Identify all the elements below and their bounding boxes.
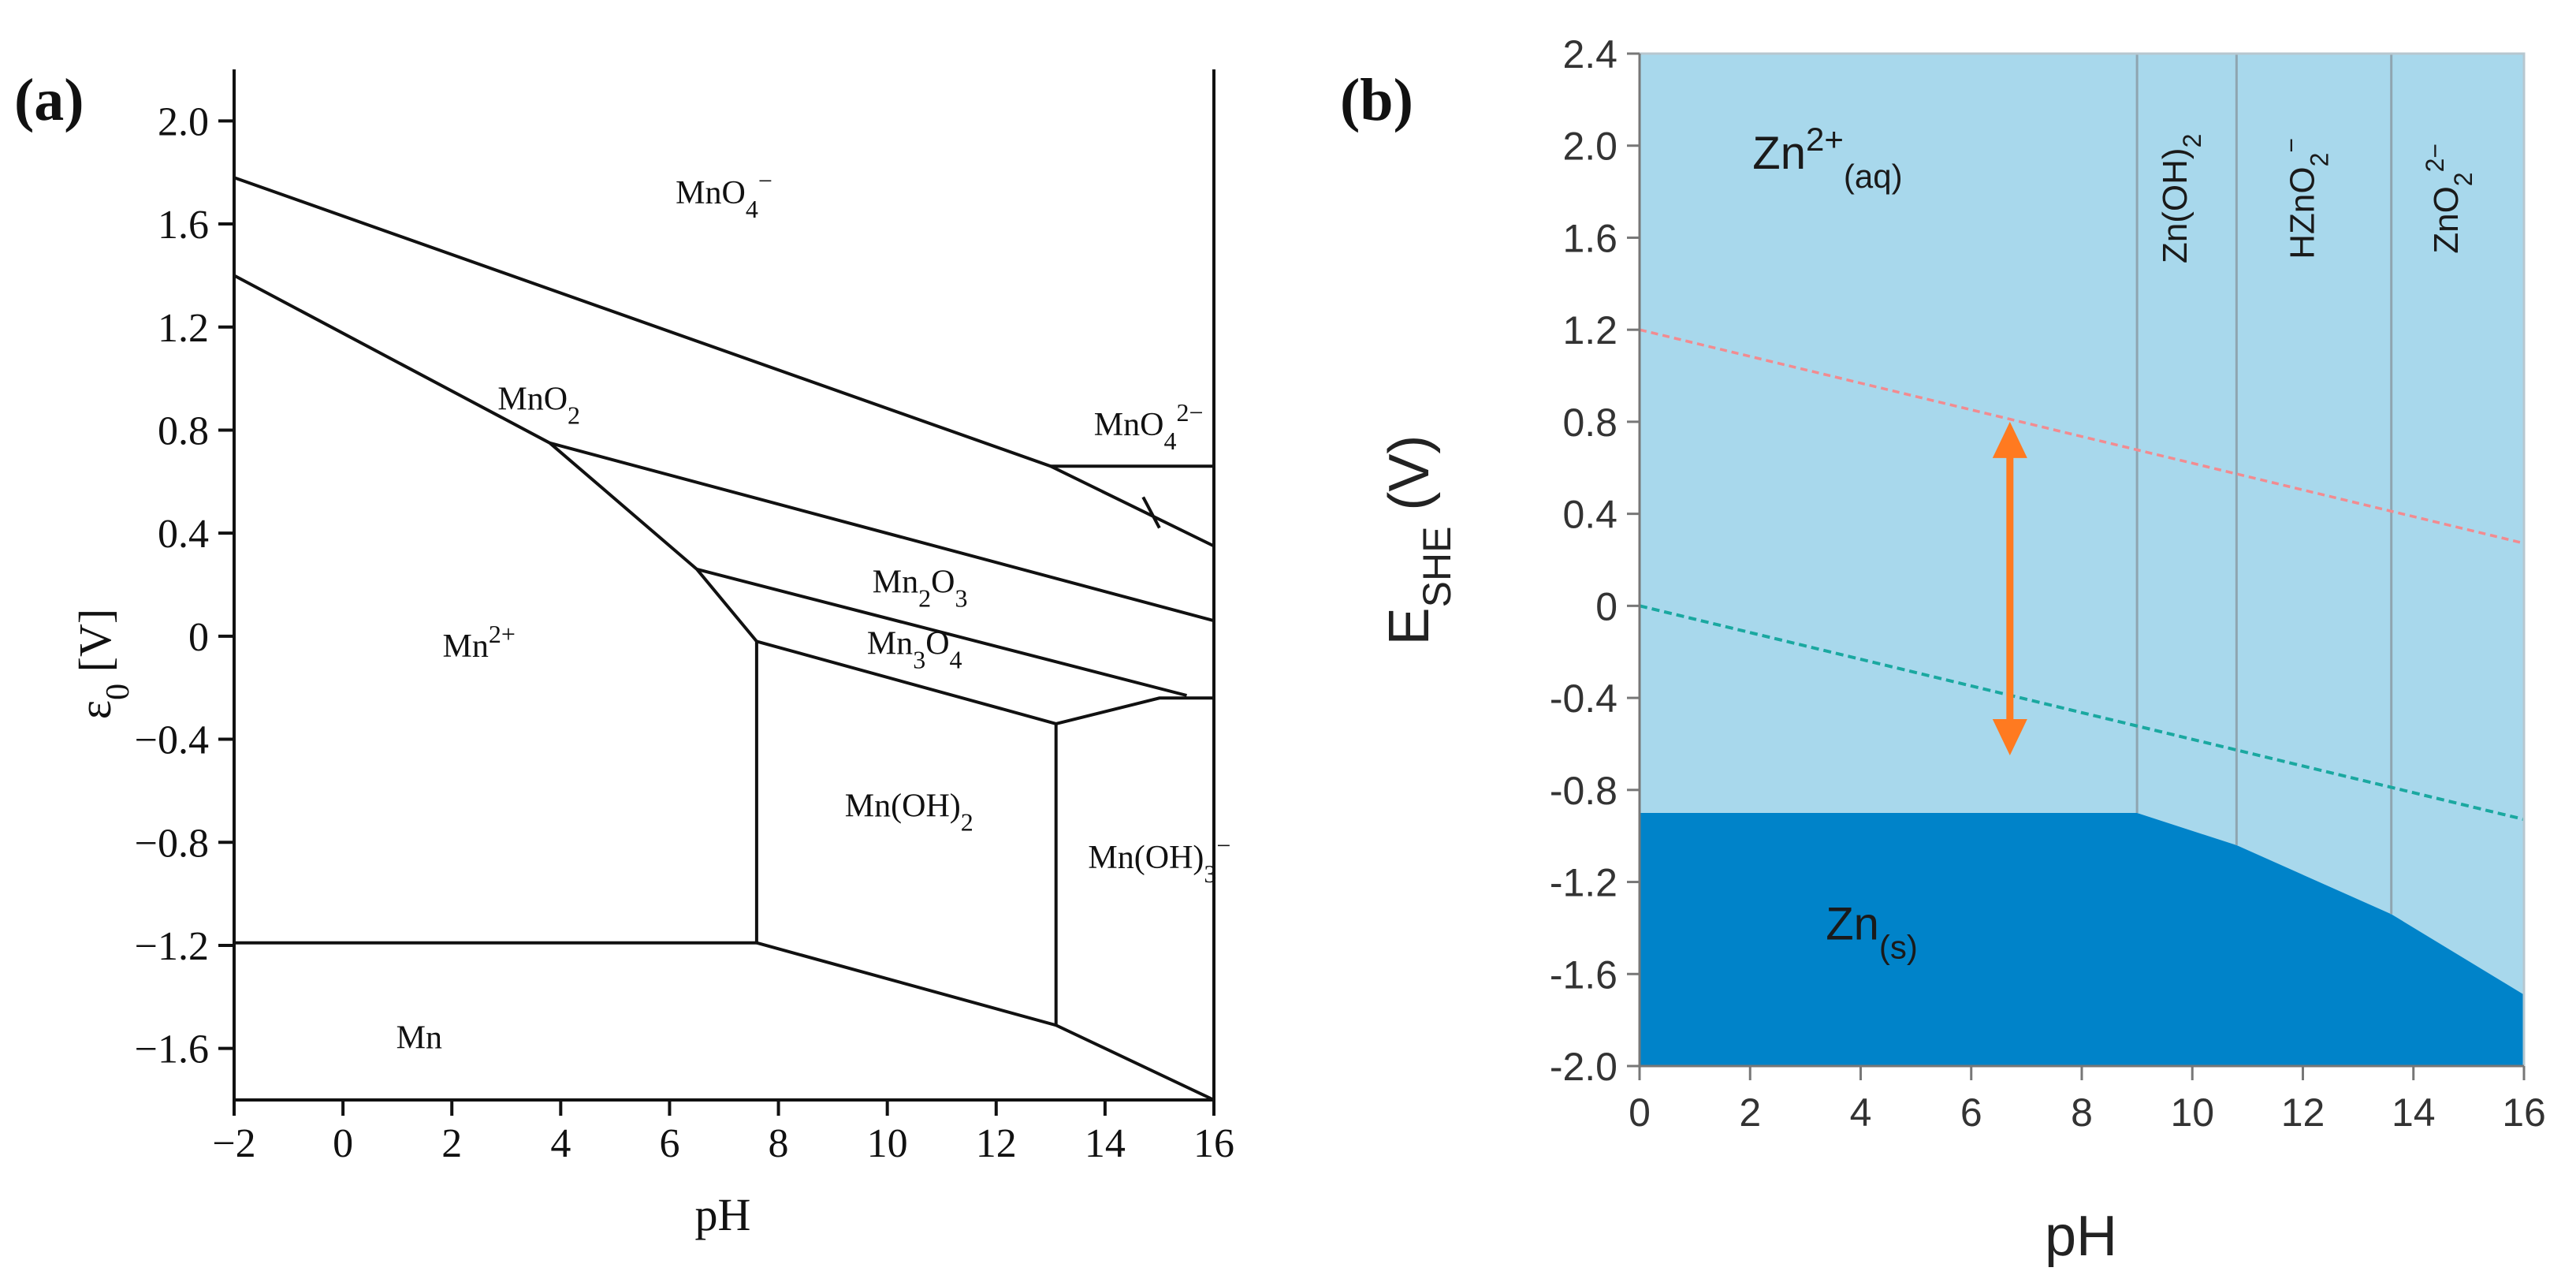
region-label: Mn3O4 [867,626,962,674]
y-tick-label: 0.8 [158,408,209,453]
species-label: Zn(OH)2 [2156,134,2206,263]
region-label: MnO2 [497,381,580,429]
y-tick-label: -2.0 [1550,1045,1617,1089]
hydrogen-evolution-line [1639,604,2525,822]
panel-b-x-axis-label: pH [2045,1205,2117,1268]
y-tick-label: 0.4 [158,512,209,557]
y-tick-label: 1.2 [1562,308,1617,352]
panel-a-boundary-lines [233,176,1215,1102]
y-tick-label: 1.2 [158,306,209,351]
y-tick-label: 2.0 [1562,125,1617,169]
species-label: HZnO2− [2277,138,2334,259]
x-tick-label: 4 [550,1121,571,1166]
x-tick-label: 16 [1193,1121,1234,1166]
panel-b-axes: 0 2 4 6 8 10 12 14 16 2.4 2.0 1.6 1.2 0.8 0.4 0 -0.4 -0.8… [1550,32,2546,1135]
panel-a-axes: −2 0 2 4 6 8 10 12 14 16 2.0 1.6 1.2 0.8 0.4 0 −0.4 −0.8 −… [135,69,1234,1166]
region-label: Mn(OH)3− [1088,831,1230,888]
panel-b-pourbaix-zn: (b) 0 2 4 6 8 10 12 14 16 2.4 2.0 1.6 1.2 0.8 0.4 0 -0.4… [1340,32,2546,1268]
x-tick-label: 16 [2502,1090,2546,1135]
boundary-line [696,567,1187,697]
x-tick-label: 14 [2392,1090,2436,1135]
y-tick-label: −1.2 [135,924,209,969]
panel-b-species-labels: Zn2+(aq) Zn(OH)2 HZnO2− ZnO22− Zn(s) [1752,120,2477,965]
x-tick-label: 6 [1960,1090,1982,1135]
x-tick-label: 10 [2170,1090,2214,1135]
region-label: Mn2+ [443,620,516,665]
x-tick-label: 6 [659,1121,679,1166]
y-tick-label: -1.6 [1550,953,1617,997]
x-tick-label: 8 [769,1121,789,1166]
oxygen-evolution-line [1639,328,2525,545]
y-tick-label: 1.6 [1562,216,1617,260]
species-label: ZnO22− [2421,144,2477,254]
x-tick-label: 12 [976,1121,1017,1166]
panel-a-x-axis-label: pH [695,1189,751,1240]
boundary-line [549,441,1215,623]
x-tick-label: 10 [867,1121,908,1166]
y-tick-label: 2.0 [158,99,209,144]
boundary-line [233,274,758,643]
boundary-line [756,941,1215,1102]
x-tick-label: 4 [1850,1090,1872,1135]
y-tick-label: -0.8 [1550,769,1617,813]
x-tick-label: 0 [1629,1090,1651,1135]
x-tick-label: −2 [212,1121,255,1166]
y-tick-label: -1.2 [1550,861,1617,905]
y-tick-label: −0.8 [135,821,209,866]
region-label: MnO42− [1094,398,1204,455]
y-tick-label: −0.4 [135,718,209,763]
arrow-head-down [1992,719,2027,756]
x-tick-label: 2 [441,1121,462,1166]
y-tick-label: -0.4 [1550,677,1617,721]
x-tick-label: 0 [333,1121,353,1166]
region-label: MnO4− [676,166,772,223]
y-tick-label: 0 [1595,584,1617,628]
panel-a-pourbaix-mn: (a) −2 0 2 4 6 8 10 12 14 162.01.61.20.80.40−0.4−… [14,67,1234,1240]
boundary-line [756,639,1214,725]
region-label: Mn [396,1020,442,1057]
species-label: Zn2+(aq) [1752,120,1902,194]
zn-solid-region [1640,813,2524,1066]
y-tick-label: −1.6 [135,1027,209,1072]
x-tick-label: 14 [1085,1121,1126,1166]
y-tick-label: 0 [188,615,209,660]
y-tick-label: 0.8 [1562,401,1617,445]
panel-a-y-axis-label: ε0 [V] [69,609,136,719]
panel-a-label: (a) [14,67,84,133]
panel-b-y-axis-label: ESHE (V) [1378,435,1459,646]
x-tick-label: 2 [1739,1090,1761,1135]
species-label: Zn(s) [1826,899,1918,966]
region-label: Mn(OH)2 [845,788,973,837]
panel-b-label: (b) [1340,67,1413,133]
panel-b-plot-area [1638,52,2526,1068]
x-tick-label: 12 [2281,1090,2325,1135]
arrow-head-up [1992,421,2027,458]
boundary-line [1141,496,1161,529]
region-label: Mn2O3 [873,564,968,612]
panel-a-region-labels: MnO4− MnO2 MnO42− Mn2O3 Mn3O4 Mn2+ Mn(OH)2 Mn(O… [396,166,1231,1057]
y-tick-label: 0.4 [1562,493,1617,537]
y-tick-label: 1.6 [158,203,209,248]
y-tick-label: 2.4 [1562,32,1617,76]
x-tick-label: 8 [2071,1090,2093,1135]
